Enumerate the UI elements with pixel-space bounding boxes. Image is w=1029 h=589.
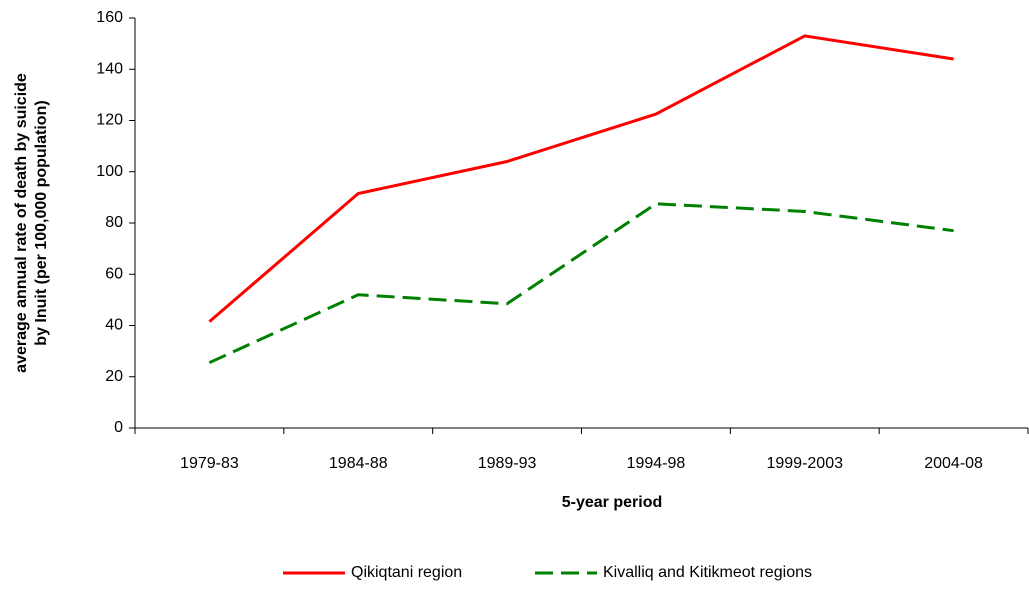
y-tick-label: 160 <box>96 9 123 26</box>
y-tick-label: 140 <box>96 60 123 77</box>
y-tick-label: 20 <box>105 368 123 385</box>
y-axis-title: by Inuit (per 100,000 population) <box>33 100 50 345</box>
y-tick-label: 100 <box>96 163 123 180</box>
x-tick-label: 1984-88 <box>329 455 388 472</box>
legend-label: Qikiqtani region <box>351 564 462 581</box>
y-tick-label: 0 <box>114 419 123 436</box>
y-tick-label: 60 <box>105 265 123 282</box>
y-tick-label: 120 <box>96 112 123 129</box>
data-line <box>208 202 954 365</box>
y-tick-label: 80 <box>105 214 123 231</box>
x-tick-label: 2004-08 <box>924 455 983 472</box>
y-axis-title: average annual rate of death by suicide <box>13 73 30 373</box>
x-tick-label: 1994-98 <box>627 455 686 472</box>
x-tick-label: 1999-2003 <box>766 455 843 472</box>
x-axis-title: 5-year period <box>562 494 662 511</box>
data-line <box>208 34 954 323</box>
legend-label: Kivalliq and Kitikmeot regions <box>603 564 812 581</box>
y-tick-label: 40 <box>105 317 123 334</box>
x-tick-label: 1989-93 <box>478 455 537 472</box>
x-tick-label: 1979-83 <box>180 455 239 472</box>
